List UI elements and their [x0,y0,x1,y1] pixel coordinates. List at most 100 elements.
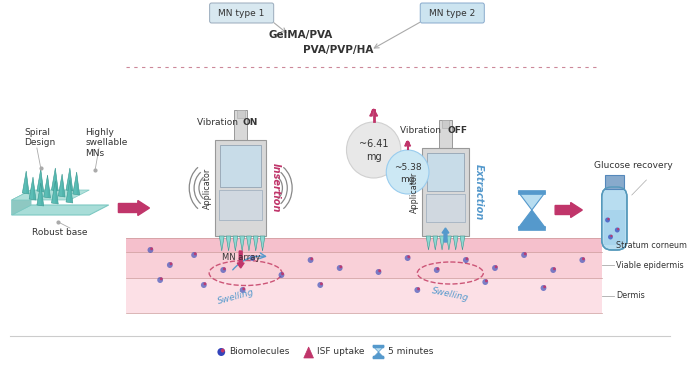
Bar [422,148,469,236]
Polygon shape [440,236,444,250]
FancyArrow shape [555,202,582,218]
Text: Insertion: Insertion [271,163,281,213]
Circle shape [463,257,469,263]
Circle shape [376,269,382,275]
Circle shape [220,267,226,273]
Circle shape [218,348,225,356]
Polygon shape [219,236,224,251]
FancyArrow shape [405,141,410,146]
Polygon shape [233,236,238,251]
Polygon shape [12,205,109,215]
Polygon shape [12,190,31,215]
Bar [427,153,464,191]
Circle shape [169,262,172,265]
Text: mg: mg [400,174,415,183]
Circle shape [242,287,245,290]
Text: mg: mg [366,152,382,162]
Circle shape [417,287,420,290]
Bar [219,190,262,220]
Circle shape [150,247,153,250]
Text: ~5.38: ~5.38 [394,163,421,171]
Bar [237,110,244,118]
Circle shape [405,255,410,261]
Polygon shape [239,236,244,251]
Polygon shape [372,346,384,352]
FancyBboxPatch shape [209,3,274,23]
Polygon shape [226,236,231,251]
Circle shape [608,218,610,220]
Bar [605,175,624,189]
Circle shape [239,287,246,293]
Circle shape [553,267,556,270]
Bar [234,110,248,140]
FancyArrow shape [442,228,449,242]
Polygon shape [41,183,43,206]
Polygon shape [41,169,43,192]
Bar [439,120,452,148]
Text: ISF uptake: ISF uptake [317,347,365,356]
Circle shape [346,122,401,178]
Circle shape [340,265,342,268]
Circle shape [317,282,323,288]
FancyBboxPatch shape [420,3,484,23]
Polygon shape [70,168,73,191]
Polygon shape [260,236,265,251]
Bar [426,194,465,222]
Polygon shape [51,181,58,204]
Circle shape [580,257,585,263]
Text: ~6.41: ~6.41 [359,139,389,149]
Text: Applicator: Applicator [203,167,212,209]
FancyArrow shape [118,201,150,215]
Circle shape [194,252,197,255]
Polygon shape [58,174,65,197]
Text: Highly
swellable
MNs: Highly swellable MNs [85,128,128,158]
Polygon shape [29,177,36,200]
Circle shape [605,218,610,222]
Text: OFF: OFF [447,125,468,135]
Polygon shape [372,352,384,358]
Text: ON: ON [243,118,258,126]
Text: GelMA/PVA: GelMA/PVA [269,30,333,40]
Polygon shape [246,236,251,251]
Circle shape [543,285,546,288]
Circle shape [310,257,313,260]
Bar [518,226,545,230]
Text: Swelling: Swelling [216,288,256,307]
Circle shape [386,150,429,194]
Circle shape [524,252,526,255]
Polygon shape [447,236,452,250]
Text: 5 minutes: 5 minutes [389,347,433,356]
Circle shape [414,287,420,293]
Circle shape [615,228,620,232]
FancyArrow shape [237,251,244,268]
Bar [126,278,602,313]
Polygon shape [518,210,545,228]
Bar [372,345,384,348]
Circle shape [158,277,163,283]
Circle shape [610,235,612,237]
Polygon shape [37,183,43,206]
Bar [126,238,602,252]
Text: Stratum corneum: Stratum corneum [616,241,687,250]
Circle shape [160,277,163,280]
Circle shape [201,282,206,288]
Polygon shape [43,175,50,198]
Circle shape [191,252,197,258]
Text: MN array: MN array [221,253,260,262]
Polygon shape [55,168,58,191]
Bar [216,140,266,236]
Bar [126,252,602,278]
Polygon shape [253,236,258,251]
Polygon shape [48,175,50,198]
Polygon shape [37,169,43,192]
Circle shape [148,247,153,253]
Polygon shape [26,171,29,194]
Polygon shape [453,236,458,250]
Text: Robust base: Robust base [32,228,88,237]
Circle shape [434,267,440,273]
Bar [220,145,261,187]
Polygon shape [304,347,314,358]
Text: Viable epidermis: Viable epidermis [616,260,684,269]
Text: Biomolecules: Biomolecules [229,347,289,356]
Text: Spiral
Design: Spiral Design [25,128,55,147]
